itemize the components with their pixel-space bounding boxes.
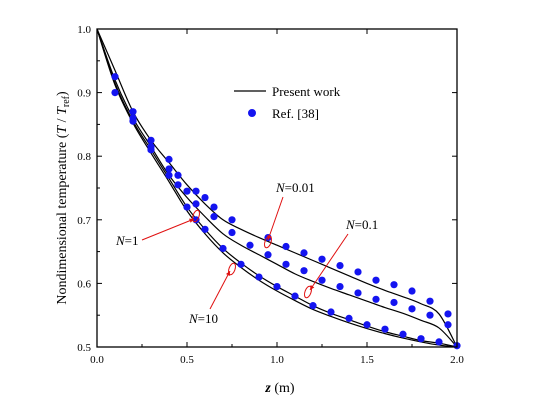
ref-point-n-1 — [363, 321, 371, 329]
x-tick-label: 1.5 — [360, 354, 374, 366]
annotation-ellipse — [264, 235, 272, 249]
x-tick-label: 2.0 — [450, 354, 464, 366]
ref-point-n-0-1 — [426, 311, 434, 319]
x-tick-label: 1.0 — [270, 354, 284, 366]
ref-point-n-1 — [327, 308, 335, 316]
ref-point-n-0-01 — [147, 136, 155, 144]
legend-label-ref: Ref. [38] — [272, 106, 319, 121]
ref-point-n-0-01 — [165, 155, 173, 163]
ref-point-n-1 — [273, 282, 281, 291]
ref-point-n-1 — [255, 273, 263, 281]
ref-point-n-0-01 — [201, 193, 209, 202]
ref-point-n-0-01 — [390, 281, 398, 289]
ref-points-layer — [111, 73, 461, 350]
y-tick-label: 0.9 — [77, 88, 91, 100]
legend-label-present-work: Present work — [272, 84, 341, 99]
y-tick-label: 0.7 — [77, 215, 91, 227]
ref-point-n-0-01 — [318, 255, 326, 263]
y-axis-title: Nondimensional temperature (T / Tref) — [55, 91, 72, 305]
ref-point-n-0-1 — [246, 241, 254, 249]
y-tick-label: 1.0 — [77, 24, 91, 36]
ref-point-n-0-1 — [372, 295, 380, 303]
ref-point-n-0-1 — [264, 251, 272, 259]
ref-point-n-0-1 — [354, 289, 362, 297]
ref-point-n-0-1 — [408, 305, 416, 313]
ref-point-n-0-01 — [354, 268, 362, 276]
ref-point-n-0-1 — [183, 187, 191, 195]
x-axis-title: z (m) — [264, 381, 295, 396]
ref-point-n-0-01 — [372, 276, 380, 284]
ref-point-n-0-01 — [129, 108, 137, 116]
ref-point-n-1 — [219, 244, 227, 253]
y-tick-label: 0.8 — [77, 151, 91, 163]
line-n-0-1 — [96, 28, 458, 348]
annotation-arrow — [267, 196, 284, 241]
annotation-ellipse — [304, 285, 312, 299]
ref-point-n-0-1 — [336, 282, 344, 291]
y-tick-label: 0.5 — [77, 342, 91, 354]
annotation-label: N=0.1 — [345, 217, 378, 232]
ref-point-n-0-01 — [174, 171, 182, 179]
x-tick-label: 0.5 — [180, 354, 194, 366]
ref-point-n-0-1 — [318, 276, 326, 284]
ref-point-n-1 — [417, 335, 425, 343]
ref-point-n-0-1 — [444, 321, 452, 329]
annotation-arrowhead — [310, 285, 315, 290]
ref-point-n-0-01 — [444, 310, 452, 318]
legend: Present work Ref. [38] — [234, 84, 341, 121]
ref-point-n-0-01 — [300, 249, 308, 257]
x-tick-label: 0.0 — [90, 354, 104, 366]
axes: 0.0 0.5 1.0 1.5 2.00.50.60.70.80.91.0 — [77, 24, 464, 366]
ref-point-n-0-1 — [192, 200, 200, 208]
annotations: N=0.01 N=0.1 N=1 N=10 — [115, 180, 378, 326]
ref-point-n-1 — [309, 302, 317, 310]
ref-point-n-1 — [381, 325, 389, 333]
ref-point-n-0-01 — [228, 216, 236, 224]
annotation-arrow — [209, 270, 231, 310]
annotation-label: N=0.01 — [275, 180, 315, 195]
ref-point-n-1 — [183, 203, 191, 211]
ref-point-n-0-01 — [336, 261, 344, 270]
annotation-label: N=10 — [188, 311, 218, 326]
ref-point-n-0-1 — [390, 298, 398, 307]
ref-point-n-0-1 — [174, 181, 182, 189]
line-n-10 — [96, 28, 458, 348]
annotation-ellipse — [228, 262, 236, 276]
annotation-arrow — [141, 218, 195, 241]
ref-point-n-0-01 — [426, 297, 434, 305]
annotation-arrow — [309, 233, 349, 291]
ref-point-n-1 — [345, 314, 353, 322]
ref-point-n-1 — [147, 146, 155, 154]
ref-point-n-0-1 — [300, 267, 308, 275]
ref-point-n-1 — [165, 171, 173, 179]
ref-point-n-1 — [435, 338, 443, 346]
ref-point-n-0-01 — [210, 203, 218, 211]
line-n-0-01 — [96, 28, 458, 348]
ref-point-n-0-01 — [408, 287, 416, 295]
ref-point-n-1 — [237, 260, 245, 268]
annotation-ellipse — [192, 209, 200, 223]
ref-point-n-0-01 — [192, 187, 200, 195]
ref-point-n-1 — [201, 225, 209, 233]
ref-point-n-1 — [399, 330, 407, 338]
ref-point-n-0-1 — [210, 213, 218, 221]
annotation-arrowhead — [225, 271, 230, 276]
ref-point-n-0-01 — [111, 73, 119, 81]
annotation-label: N=1 — [115, 233, 139, 248]
legend-circle-marker — [248, 109, 256, 117]
ref-point-n-1 — [129, 117, 137, 125]
ref-point-n-0-01 — [282, 242, 290, 251]
y-tick-label: 0.6 — [77, 278, 91, 290]
ref-point-n-0-1 — [111, 89, 119, 97]
ref-point-n-0-1 — [282, 260, 290, 268]
ref-point-n-1 — [291, 292, 299, 300]
ref-point-n-0-1 — [165, 165, 173, 173]
ref-point-n-0-1 — [228, 228, 236, 237]
